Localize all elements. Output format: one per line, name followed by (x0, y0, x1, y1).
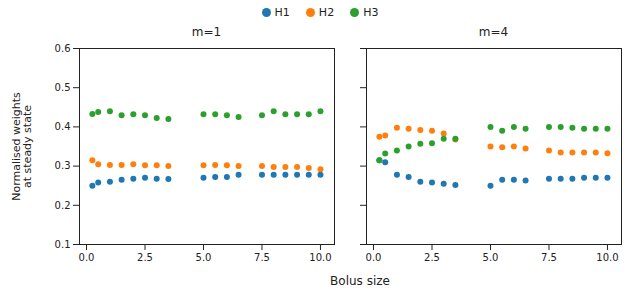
svg-text:0.6: 0.6 (55, 43, 71, 54)
svg-text:2.5: 2.5 (424, 252, 440, 263)
svg-text:0.5: 0.5 (55, 82, 71, 93)
svg-text:2.5: 2.5 (137, 252, 153, 263)
svg-text:0.0: 0.0 (366, 252, 382, 263)
html-text:H3: H3 (363, 5, 379, 19)
svg-text:7.5: 7.5 (254, 252, 270, 263)
svg-text:0.0: 0.0 (79, 252, 95, 263)
svg-text:7.5: 7.5 (541, 252, 557, 263)
html-text:Bolus size: Bolus size (330, 274, 390, 288)
svg-text:0.1: 0.1 (55, 239, 71, 250)
svg-text:0.3: 0.3 (55, 160, 71, 171)
html-text:m=4: m=4 (478, 25, 509, 39)
svg-text:0.4: 0.4 (55, 121, 71, 132)
html-text:m=1: m=1 (191, 25, 222, 39)
html-text:H2: H2 (318, 5, 335, 19)
svg-text:5.0: 5.0 (196, 252, 212, 263)
html-text:H1: H1 (274, 5, 290, 19)
svg-text:0.2: 0.2 (55, 200, 71, 211)
svg-text:10.0: 10.0 (596, 252, 618, 263)
svg-text:10.0: 10.0 (309, 252, 331, 263)
svg-text:Normalised weightsat steady st: Normalised weightsat steady state (10, 92, 34, 201)
svg-text:5.0: 5.0 (483, 252, 499, 263)
